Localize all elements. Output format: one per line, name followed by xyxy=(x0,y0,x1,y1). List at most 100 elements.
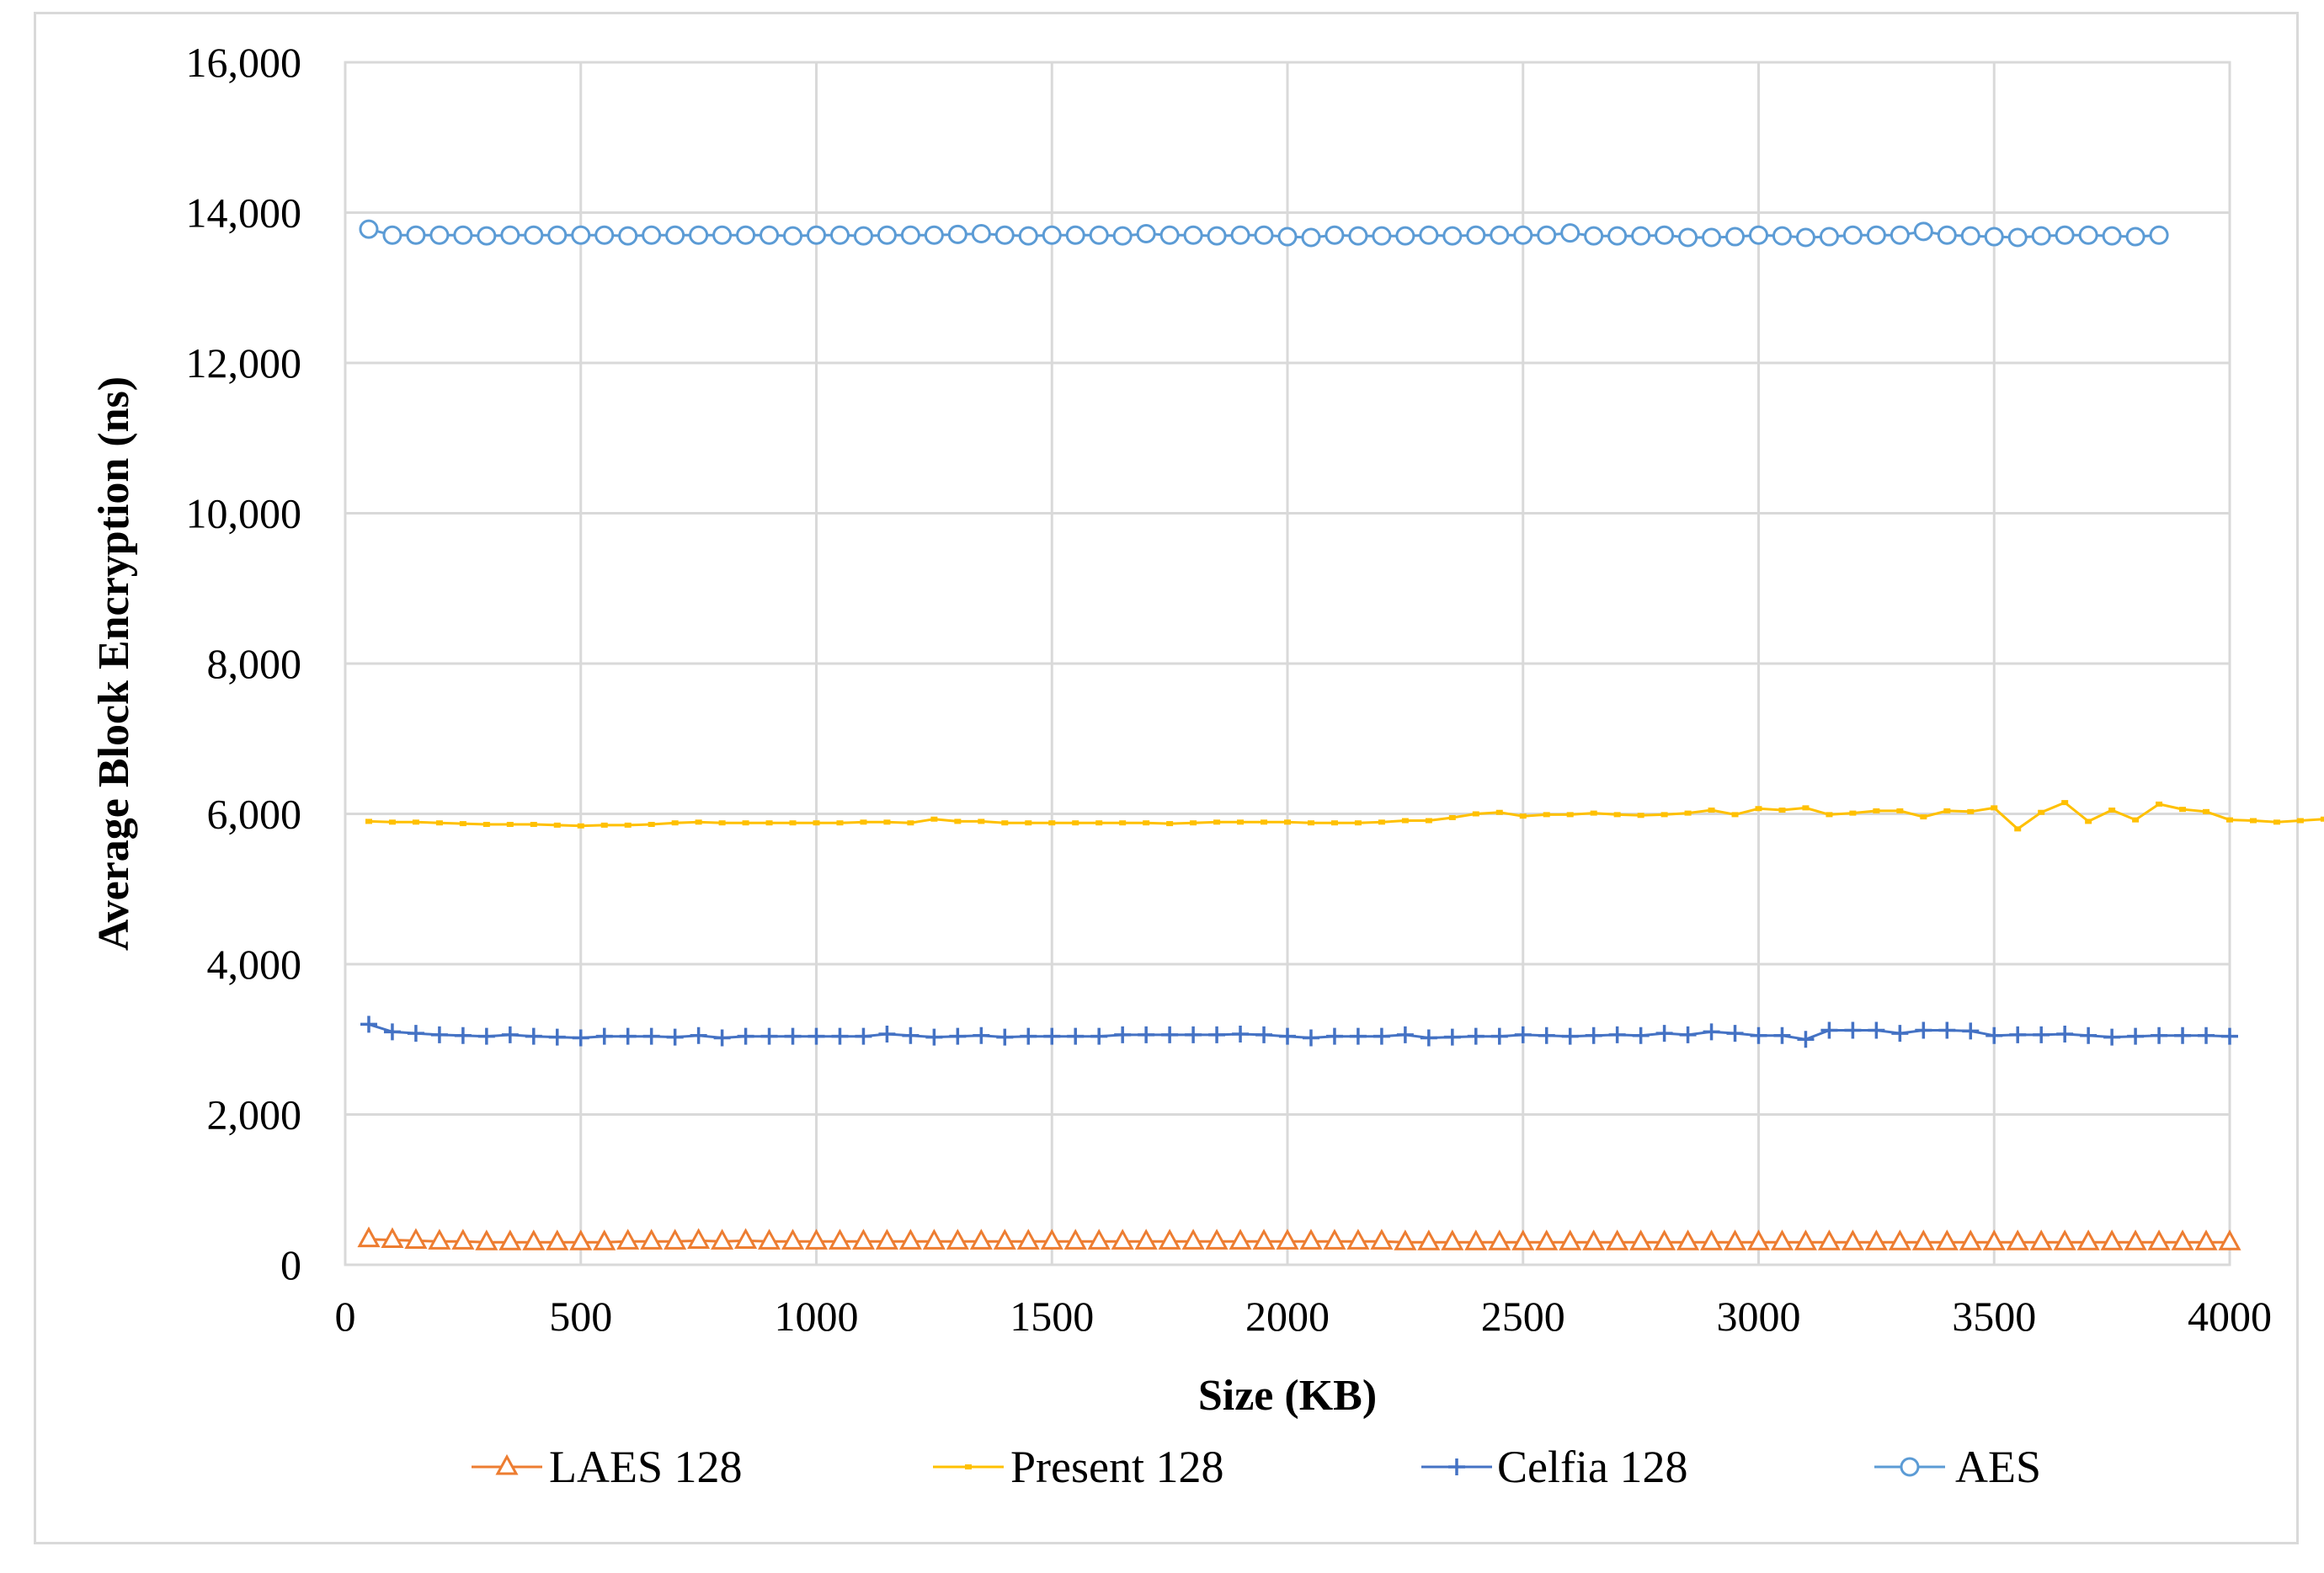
data-point xyxy=(642,1027,660,1045)
data-point xyxy=(2198,1026,2215,1044)
x-tick-label: 4000 xyxy=(2188,1293,2272,1340)
y-tick-label: 4,000 xyxy=(207,941,302,988)
data-point xyxy=(813,820,820,826)
data-point xyxy=(435,820,443,826)
data-point xyxy=(1585,1026,1602,1044)
data-point xyxy=(2108,808,2116,813)
series-laes-128 xyxy=(357,1226,2241,1250)
data-point xyxy=(404,1228,428,1249)
data-point xyxy=(1943,808,1951,813)
data-point xyxy=(624,822,632,828)
data-point xyxy=(530,821,537,827)
data-point xyxy=(758,1229,781,1250)
data-point xyxy=(2296,818,2304,824)
data-point xyxy=(2221,1027,2238,1045)
data-point xyxy=(996,1028,1014,1046)
data-point xyxy=(1299,1229,1323,1250)
data-point xyxy=(1566,812,1574,818)
data-point xyxy=(2127,1027,2145,1045)
data-point xyxy=(1755,806,1762,812)
data-point xyxy=(1136,223,1156,243)
data-point xyxy=(1159,225,1180,245)
data-point xyxy=(1982,1229,2006,1250)
data-point xyxy=(1937,225,1957,245)
data-point xyxy=(1842,225,1863,245)
data-point xyxy=(1018,226,1038,246)
data-point xyxy=(1826,812,1833,818)
series-line xyxy=(368,801,2324,831)
data-point xyxy=(1372,226,1392,246)
data-point xyxy=(1778,808,1786,813)
data-point xyxy=(2031,226,2051,246)
data-point xyxy=(1067,1027,1085,1045)
data-point xyxy=(829,225,850,245)
data-point xyxy=(2055,225,2075,245)
data-point xyxy=(925,1028,943,1046)
data-point xyxy=(1820,1021,1838,1039)
data-point xyxy=(429,225,450,245)
data-point xyxy=(1190,820,1197,826)
data-point xyxy=(1561,1027,1579,1045)
data-point xyxy=(1513,225,1533,245)
data-point xyxy=(971,223,991,243)
legend-symbol-laes xyxy=(472,1453,542,1475)
data-point xyxy=(1325,1027,1343,1045)
data-point xyxy=(477,226,497,246)
data-point xyxy=(690,1026,707,1044)
data-point xyxy=(1261,819,1268,825)
data-point xyxy=(1653,1229,1676,1250)
data-point xyxy=(407,1025,424,1042)
data-point xyxy=(828,1229,852,1250)
data-point xyxy=(546,1229,569,1250)
data-point xyxy=(525,1027,542,1045)
data-point xyxy=(1025,820,1032,826)
data-point xyxy=(1819,227,1839,247)
data-point xyxy=(1920,814,1927,820)
data-point xyxy=(2179,807,2187,813)
data-point xyxy=(1959,1229,1982,1250)
data-point xyxy=(569,1229,593,1250)
data-point xyxy=(1590,810,1597,816)
series-celfia-128 xyxy=(360,1016,2238,1048)
data-point xyxy=(1279,1027,1296,1045)
data-point xyxy=(1277,227,1298,247)
x-tick-label: 500 xyxy=(549,1293,612,1340)
data-point xyxy=(1354,820,1362,826)
data-point xyxy=(1750,1026,1767,1044)
data-point xyxy=(1986,1026,2003,1044)
data-point xyxy=(547,225,568,245)
data-point xyxy=(2124,1229,2147,1250)
data-point xyxy=(1112,226,1133,246)
data-point xyxy=(1960,226,1980,246)
data-point xyxy=(2103,1028,2121,1046)
data-point xyxy=(1143,820,1150,826)
data-point xyxy=(783,226,803,246)
data-point xyxy=(907,820,914,826)
data-point xyxy=(360,1016,377,1033)
data-point xyxy=(1349,1027,1367,1045)
x-tick-label: 3000 xyxy=(1717,1293,1801,1340)
y-tick-labels: 0 2,000 4,000 6,000 8,000 10,000 12,000 14,000 1… xyxy=(186,39,302,1288)
data-point xyxy=(853,226,873,246)
data-point xyxy=(902,1026,919,1044)
data-point xyxy=(1119,820,1127,826)
data-point xyxy=(1637,813,1644,818)
x-tick-label: 2000 xyxy=(1245,1293,1330,1340)
data-point xyxy=(765,820,773,826)
data-point xyxy=(593,1229,616,1250)
data-point xyxy=(1890,225,1910,245)
data-point xyxy=(1967,808,1975,814)
data-point xyxy=(1864,1229,1888,1250)
data-point xyxy=(1001,820,1009,826)
x-tick-label: 3500 xyxy=(1952,1293,2036,1340)
data-point xyxy=(1301,227,1321,248)
data-point xyxy=(553,822,561,828)
data-point xyxy=(1773,1026,1791,1044)
data-point xyxy=(2194,1229,2218,1250)
data-point xyxy=(1608,1026,1626,1043)
data-point xyxy=(482,821,490,827)
data-point xyxy=(712,225,733,245)
data-point xyxy=(2273,819,2280,825)
data-point xyxy=(1684,810,1692,816)
